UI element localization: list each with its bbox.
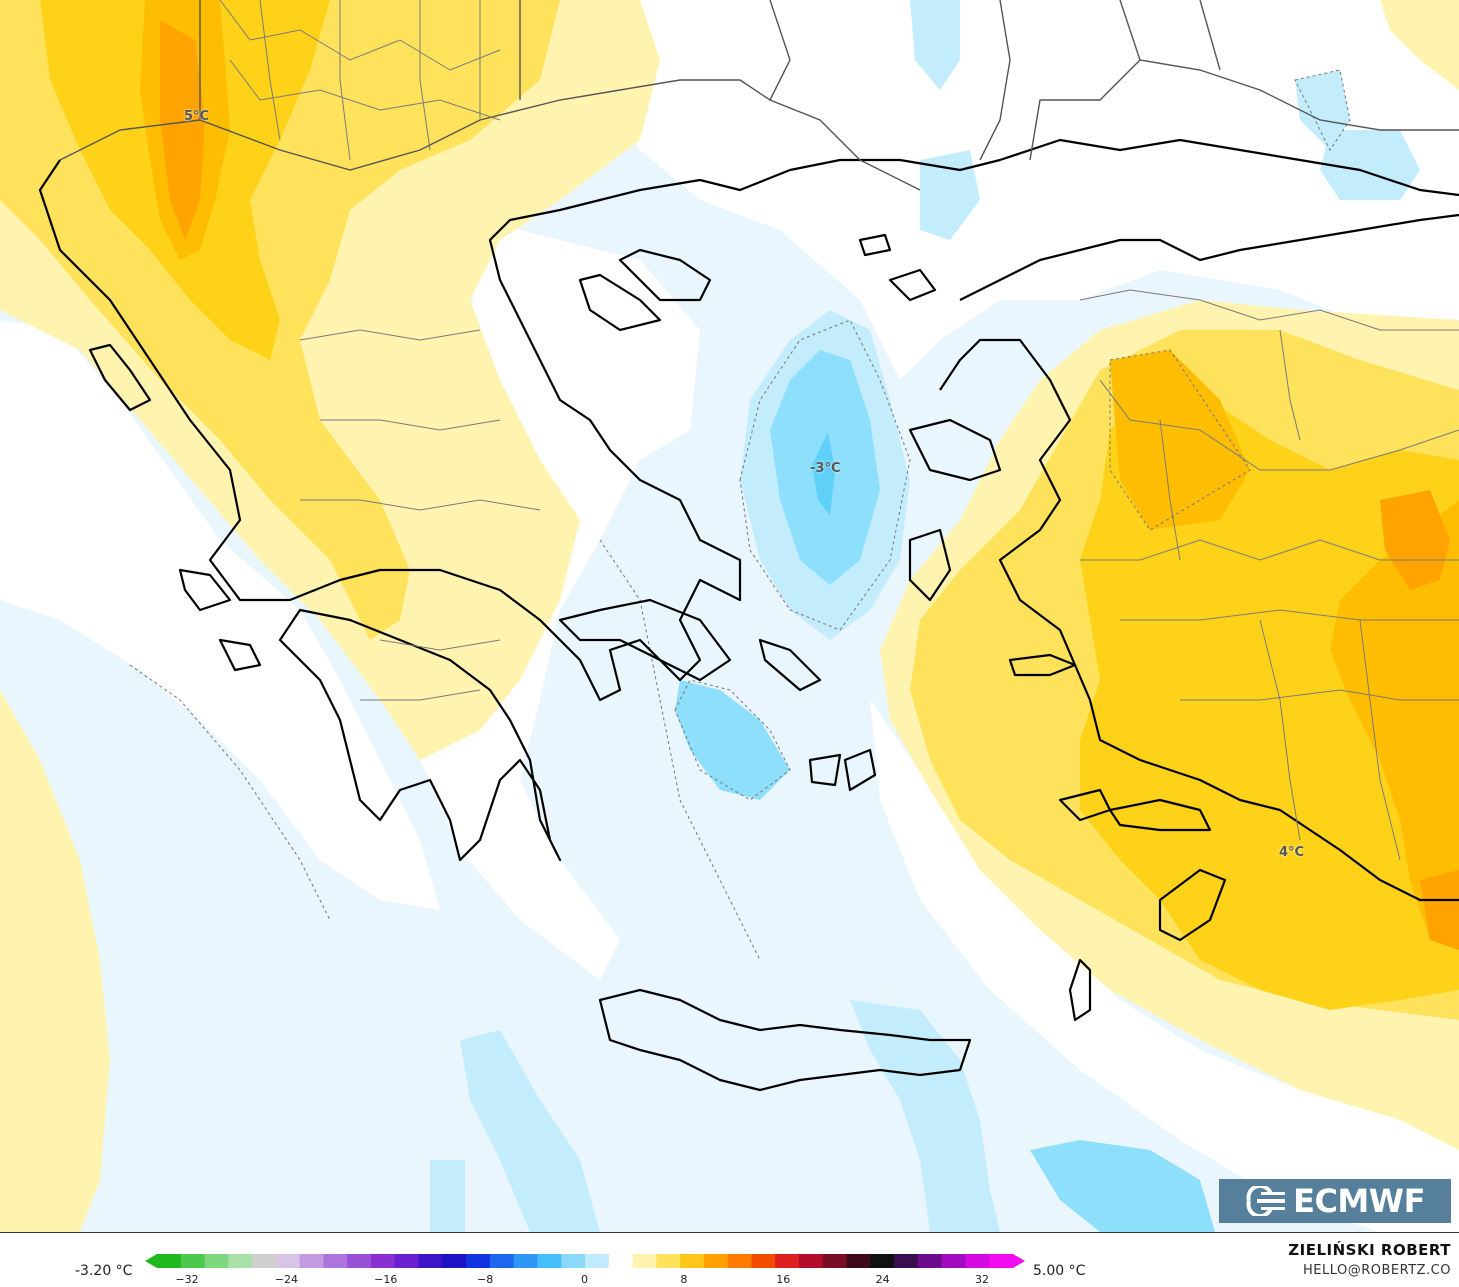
colorbar-segment: [323, 1254, 348, 1268]
zero-zone-west: [0, 320, 440, 910]
legend-min-value: -3.20 °C: [75, 1263, 133, 1279]
colorbar-segment: [846, 1254, 871, 1268]
cold-zone-south-4: [430, 1160, 465, 1232]
ecmwf-logo: ECMWF: [1219, 1179, 1451, 1223]
colorbar-segment: [275, 1254, 301, 1268]
colorbar-segment: [989, 1254, 1014, 1268]
colorbar-segment: [371, 1254, 396, 1268]
colorbar-tick-label: 16: [776, 1273, 791, 1286]
colorbar-segment: [703, 1254, 729, 1268]
coastlines: [38, 138, 1459, 1092]
colorbar-segment: [394, 1254, 420, 1268]
colorbar-segment: [180, 1254, 206, 1268]
colorbar-segment: [727, 1254, 752, 1268]
colorbar-segment: [228, 1254, 253, 1268]
ecmwf-mark-icon: [1246, 1186, 1286, 1216]
cold-zone-marmara: [920, 150, 980, 240]
warm-zone-5-north: [160, 20, 205, 240]
colorbar-segment: [513, 1254, 538, 1268]
map-label-north: 5°C: [184, 109, 210, 124]
colorbar-segment: [585, 1254, 610, 1268]
colorbar-left-arrow: [145, 1254, 157, 1268]
colorbar-tick-label: 0: [581, 1273, 588, 1286]
cold-zone-cyclades: [675, 680, 790, 800]
colorbar-segment: [561, 1254, 586, 1268]
country-borders: [59, 0, 1459, 191]
colorbar-segment: [299, 1254, 324, 1268]
colorbar-segment: [489, 1254, 515, 1268]
colorbar-segment: [418, 1254, 443, 1268]
cold-zone-south-3: [1030, 1140, 1215, 1232]
warm-zone-1-southwest: [0, 690, 110, 1232]
author-credit: ZIELIŃSKI ROBERT: [1288, 1241, 1451, 1259]
colorbar-segment: [157, 1254, 182, 1268]
colorbar-segment: [632, 1254, 657, 1268]
cold-zone-south-1: [460, 1030, 600, 1232]
colorbar-segment: [870, 1254, 895, 1268]
warm-zone-3-east: [1080, 390, 1459, 1010]
admin-borders: [219, 0, 1459, 861]
colorbar-tick-label: −8: [477, 1273, 494, 1286]
colorbar-tick-label: −16: [374, 1273, 398, 1286]
warm-zone-4-mideast: [1110, 350, 1250, 530]
cold-zone-north: [910, 0, 960, 90]
zero-zone-north: [600, 0, 1459, 380]
zero-zone-southeast: [870, 700, 1459, 1232]
colorbar-tick-label: −32: [175, 1273, 199, 1286]
colorbar-segment: [894, 1254, 919, 1268]
warm-zone-5-southeast: [1420, 870, 1459, 950]
colorbar-segment: [252, 1254, 277, 1268]
colorbar-segment: [965, 1254, 990, 1268]
colorbar-segment: [466, 1254, 491, 1268]
colorbar-segment: [608, 1254, 634, 1268]
colorbar-segment: [442, 1254, 467, 1268]
map-panel: 5°C -3°C 4°C ECMWF: [0, 0, 1459, 1233]
colorbar-tick-label: 32: [975, 1273, 989, 1286]
warm-zone-4-east: [1330, 500, 1459, 950]
colorbar-segment: [204, 1254, 229, 1268]
colorbar-segment: [537, 1254, 562, 1268]
colorbar-segment: [751, 1254, 776, 1268]
colorbar-tick-label: 8: [680, 1273, 688, 1286]
colorbar-segment: [775, 1254, 800, 1268]
ecmwf-logo-text: ECMWF: [1293, 1182, 1425, 1220]
contour-lines: [129, 69, 1351, 961]
warm-zone-5-east: [1380, 490, 1450, 590]
colorbar-segment: [799, 1254, 824, 1268]
author-email: HELLO@ROBERTZ.CO: [1302, 1263, 1451, 1278]
colorbar-segment: [822, 1254, 848, 1268]
legend-colorbar: [145, 1254, 1025, 1268]
colorbar-segment: [347, 1254, 372, 1268]
map-label-east: 4°C: [1279, 845, 1305, 860]
cold-zone-south-2: [850, 1000, 1000, 1232]
colorbar-segment: [917, 1254, 943, 1268]
colorbar-tick-label: −24: [274, 1273, 298, 1286]
temperature-anomaly-map: [0, 0, 1459, 1232]
colorbar-tick-label: 24: [875, 1273, 890, 1286]
warm-zone-1-ne-corner: [1380, 0, 1459, 90]
legend-footer: -3.20 °C −32 −24 −16 −8 0 8 16 24 32 5.00 °C ZIE…: [0, 1233, 1459, 1287]
colorbar-segment: [680, 1254, 705, 1268]
map-label-aegean: -3°C: [810, 461, 841, 476]
legend-max-value: 5.00 °C: [1033, 1263, 1086, 1279]
colorbar-segment: [656, 1254, 681, 1268]
cold-zone-3-aegean: [812, 432, 835, 515]
colorbar-segment: [941, 1254, 966, 1268]
colorbar-right-arrow: [1013, 1254, 1025, 1268]
